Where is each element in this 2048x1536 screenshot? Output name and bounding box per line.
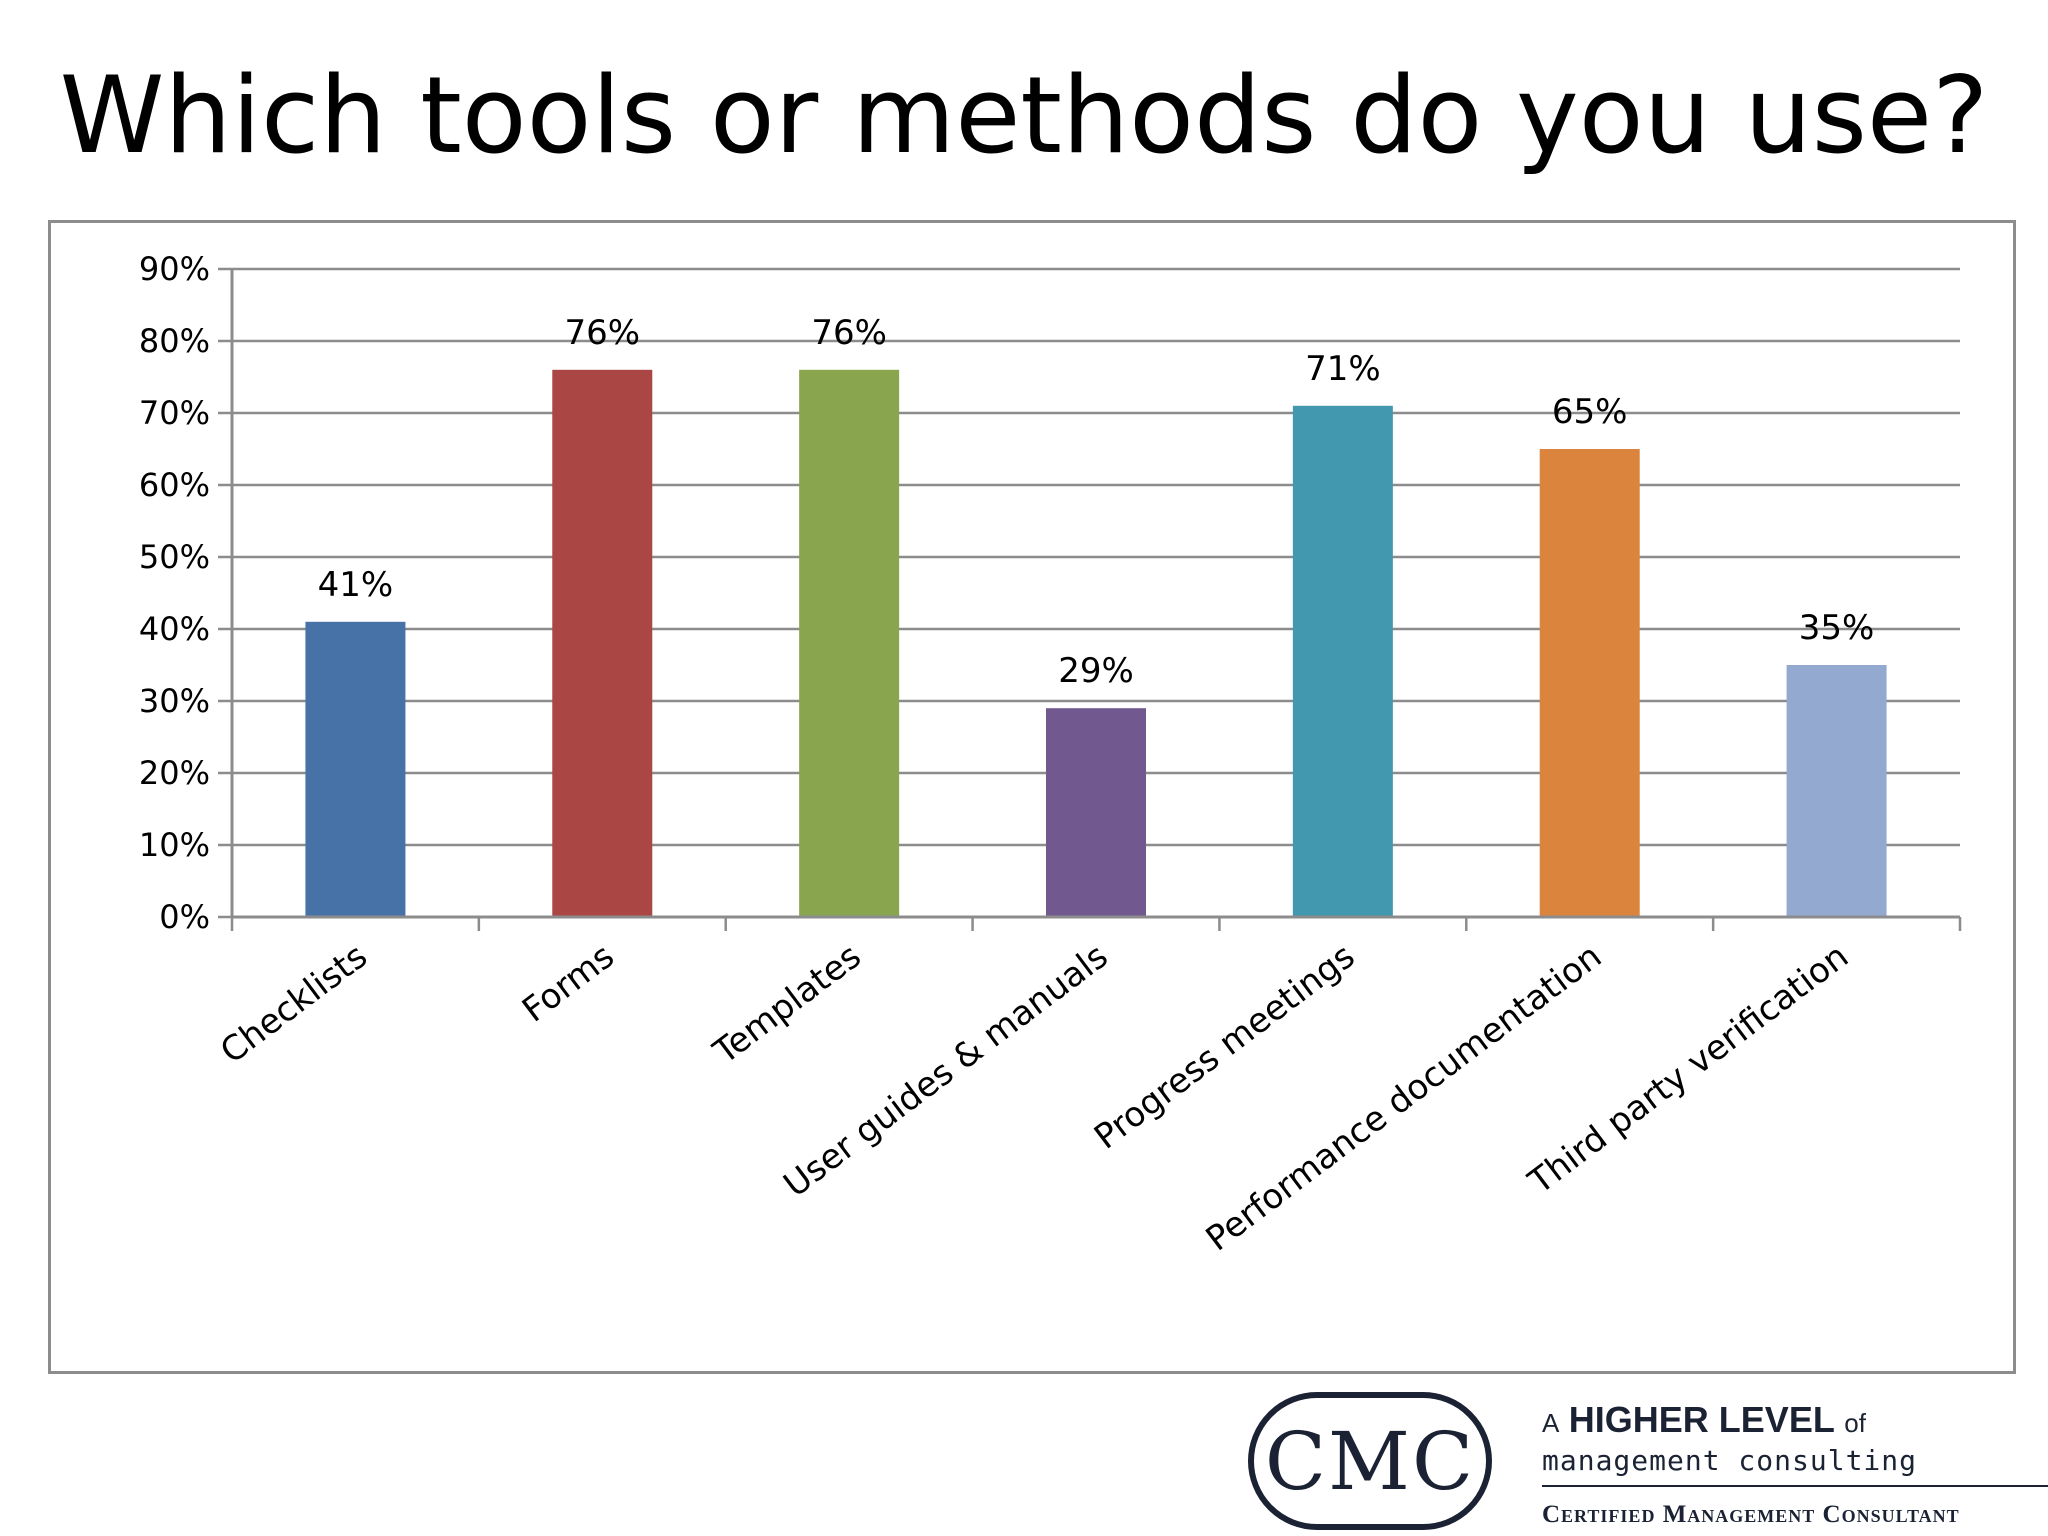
y-tick-label: 50%	[139, 538, 210, 576]
bar	[799, 369, 900, 917]
cmc-logo: CMC A HIGHER LEVEL of management consult…	[1248, 1388, 2048, 1536]
tagline-higher-level: HIGHER LEVEL	[1568, 1399, 1835, 1440]
bar	[305, 621, 406, 917]
y-tick-label: 40%	[139, 610, 210, 648]
cmc-badge: CMC	[1248, 1392, 1492, 1530]
x-tick-label: Progress meetings	[1087, 936, 1362, 1157]
chart-frame: 0% 10% 20% 30% 40% 50% 60% 70% 80% 90% 41% 76% 76% 29…	[48, 220, 2016, 1374]
tagline-a: A	[1542, 1408, 1560, 1438]
y-tick-label: 70%	[139, 394, 210, 432]
tagline-line1: A HIGHER LEVEL of	[1542, 1400, 2048, 1443]
logo-tagline: A HIGHER LEVEL of management consulting …	[1542, 1400, 2048, 1529]
data-label: 41%	[318, 565, 394, 605]
data-label: 76%	[811, 313, 887, 353]
bar	[1292, 405, 1393, 917]
tagline-of: of	[1844, 1408, 1866, 1438]
y-tick-label: 0%	[159, 898, 210, 936]
data-label: 71%	[1305, 349, 1381, 389]
bar-chart: 0% 10% 20% 30% 40% 50% 60% 70% 80% 90% 41% 76% 76% 29…	[139, 250, 1962, 1259]
y-tick-label: 90%	[139, 250, 210, 288]
bar	[1786, 665, 1887, 917]
x-tick-label: Forms	[515, 936, 622, 1030]
tagline-line3: Certified Management Consultant	[1542, 1501, 1960, 1528]
y-tick-label: 80%	[139, 322, 210, 360]
bar	[552, 369, 653, 917]
data-label: 35%	[1799, 608, 1875, 648]
data-label: 29%	[1058, 651, 1134, 691]
x-tick-label: Performance documentation	[1199, 936, 1609, 1259]
data-label: 65%	[1552, 392, 1628, 432]
y-tick-label: 10%	[139, 826, 210, 864]
slide-title: Which tools or methods do you use?	[59, 54, 1989, 177]
y-tick-label: 20%	[139, 754, 210, 792]
y-tick-label: 30%	[139, 682, 210, 720]
y-tick-label: 60%	[139, 466, 210, 504]
x-tick-label: Checklists	[213, 936, 375, 1072]
bar	[1046, 708, 1146, 917]
x-tick-label: Templates	[706, 936, 869, 1073]
data-label: 76%	[564, 313, 640, 353]
tagline-line2: management consulting	[1542, 1443, 2048, 1487]
bar	[1539, 449, 1640, 917]
